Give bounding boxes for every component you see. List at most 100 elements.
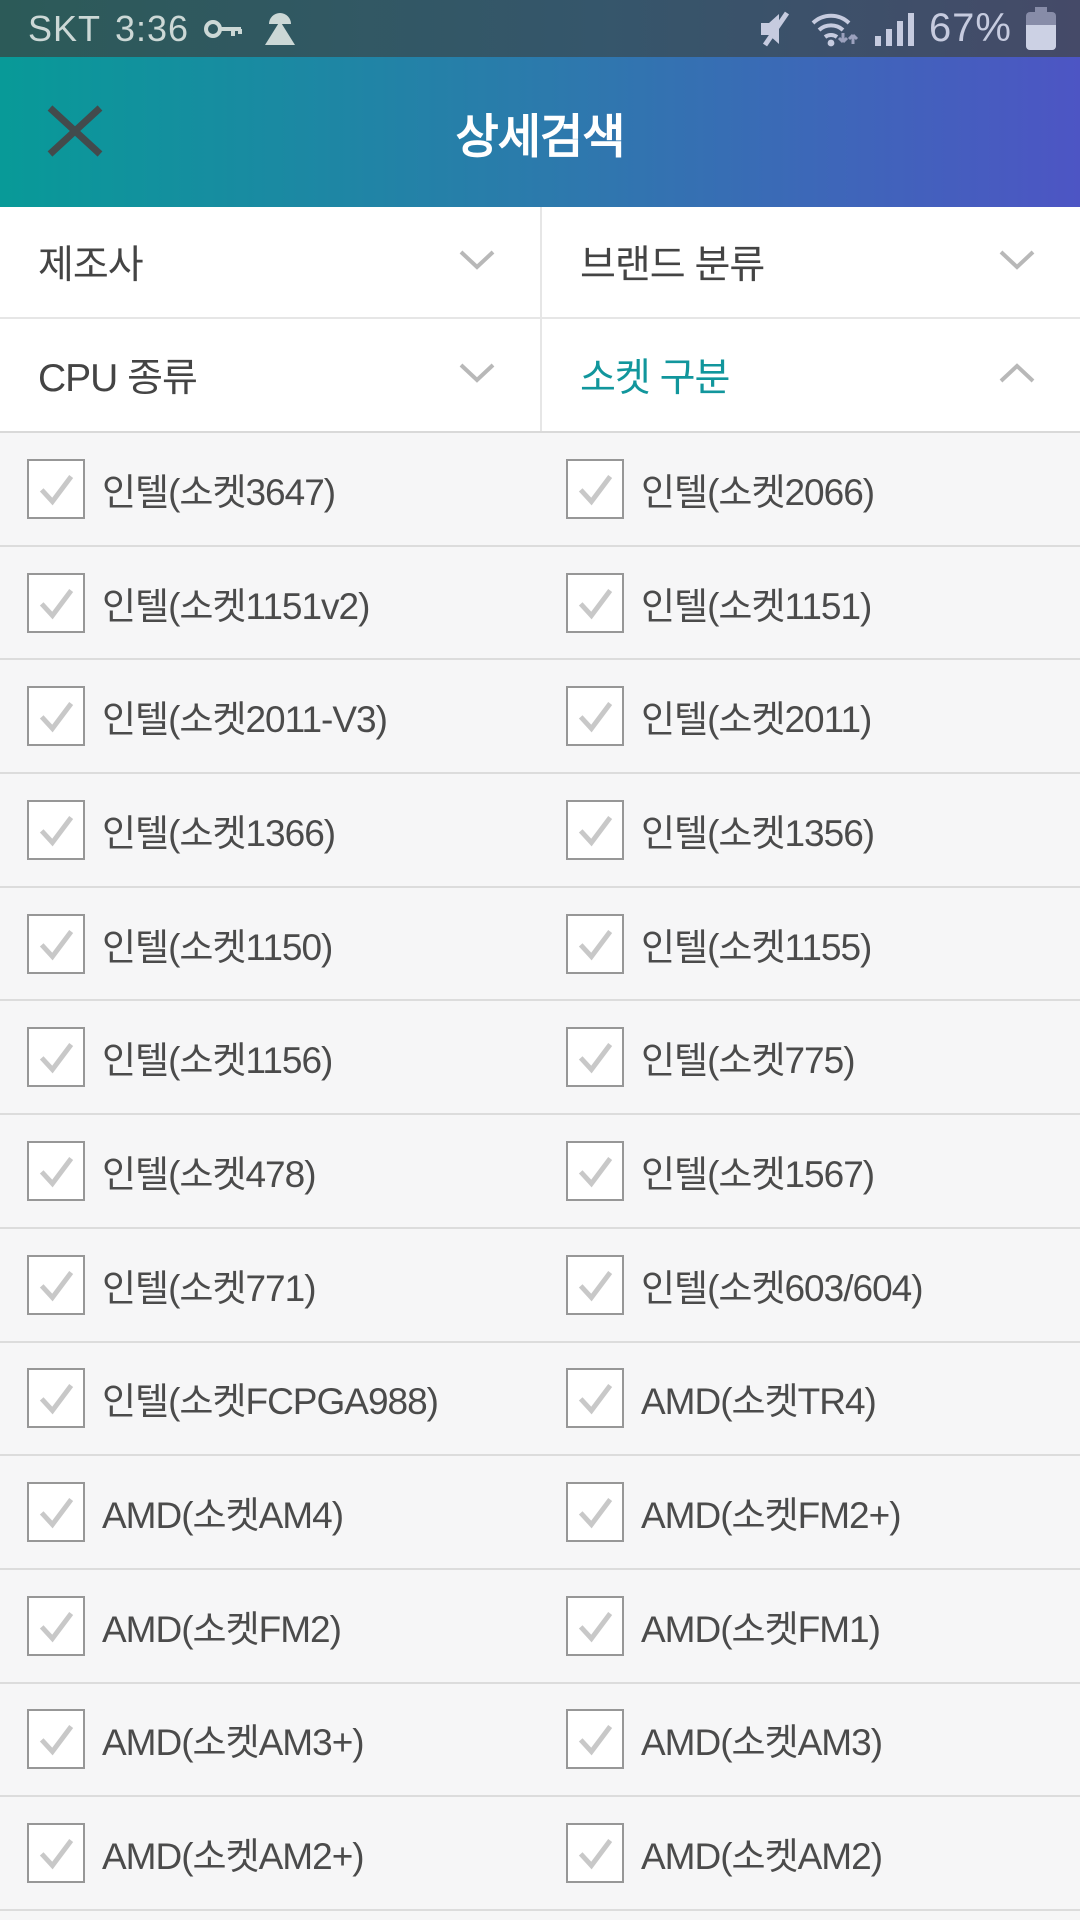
page-title: 상세검색 xyxy=(455,109,626,163)
option-row: 인텔(소켓1156) 인텔(소켓775) xyxy=(0,1001,1080,1116)
checkbox-unchecked[interactable] xyxy=(27,1140,85,1201)
socket-option[interactable]: AMD(소켓FM1) xyxy=(540,1570,1080,1682)
option-row: AMD(소켓AM3+) AMD(소켓AM3) xyxy=(0,1684,1080,1798)
key-icon xyxy=(203,14,245,44)
filter-cell-cpu-type[interactable]: CPU 종류 xyxy=(0,319,540,431)
filter-cell-manufacturer[interactable]: 제조사 xyxy=(0,207,540,319)
option-row: 인텔(소켓3647) 인텔(소켓2066) xyxy=(0,433,1080,547)
socket-option-label: 인텔(소켓775) xyxy=(641,1040,856,1082)
filter-label: 제조사 xyxy=(38,244,144,287)
socket-option-label: AMD(소켓AM3) xyxy=(641,1722,883,1764)
checkbox-unchecked[interactable] xyxy=(566,686,624,747)
option-row: AMD(소켓AM4) AMD(소켓FM2+) xyxy=(0,1456,1080,1570)
option-row: 인텔(소켓2011-V3) 인텔(소켓2011) xyxy=(0,660,1080,775)
socket-option[interactable]: 인텔(소켓1155) xyxy=(540,888,1080,1000)
socket-option[interactable]: 인텔(소켓3647) xyxy=(0,433,540,545)
chevron-up-icon xyxy=(998,362,1036,389)
socket-option-label: 인텔(소켓2066) xyxy=(641,471,875,513)
socket-option[interactable]: 인텔(소켓1150) xyxy=(0,888,540,1000)
close-button[interactable] xyxy=(40,100,110,164)
socket-option[interactable]: AMD(소켓AM4) xyxy=(0,1456,540,1568)
socket-option[interactable]: 인텔(소켓2011) xyxy=(540,660,1080,772)
checkbox-unchecked[interactable] xyxy=(566,572,624,633)
checkbox-unchecked[interactable] xyxy=(566,1482,624,1543)
option-row: AMD(소켓AM2+) AMD(소켓AM2) xyxy=(0,1797,1080,1911)
socket-option-label: AMD(소켓AM2) xyxy=(641,1836,883,1878)
socket-option[interactable]: 인텔(소켓FCPGA988) xyxy=(0,1343,540,1455)
socket-option[interactable]: 인텔(소켓603/604) xyxy=(540,1229,1080,1341)
socket-option[interactable]: 인텔(소켓1366) xyxy=(0,774,540,886)
socket-option-label: 인텔(소켓2011) xyxy=(641,699,872,741)
socket-option-label: 인텔(소켓1151) xyxy=(641,585,872,627)
checkbox-unchecked[interactable] xyxy=(566,1027,624,1088)
filter-label: 소켓 구분 xyxy=(580,357,730,400)
socket-option[interactable]: 인텔(소켓478) xyxy=(0,1115,540,1227)
checkbox-unchecked[interactable] xyxy=(27,458,85,519)
socket-option[interactable]: 인텔(소켓2066) xyxy=(540,433,1080,545)
battery-icon xyxy=(1024,6,1058,52)
option-row: 인텔(소켓FCPGA988) AMD(소켓TR4) xyxy=(0,1343,1080,1457)
option-row: 인텔(소켓1151v2) 인텔(소켓1151) xyxy=(0,547,1080,661)
option-row: AMD(소켓FM2) AMD(소켓FM1) xyxy=(0,1570,1080,1684)
checkbox-unchecked[interactable] xyxy=(27,1254,85,1315)
checkbox-unchecked[interactable] xyxy=(27,1709,85,1770)
socket-option[interactable]: 인텔(소켓1151v2) xyxy=(0,547,540,659)
checkbox-unchecked[interactable] xyxy=(27,1482,85,1543)
socket-option[interactable]: AMD(소켓TR4) xyxy=(540,1343,1080,1455)
socket-option-label: 인텔(소켓1356) xyxy=(641,812,875,854)
checkbox-unchecked[interactable] xyxy=(566,1709,624,1770)
filter-cell-socket-type[interactable]: 소켓 구분 xyxy=(540,319,1080,431)
checkbox-unchecked[interactable] xyxy=(27,1823,85,1884)
status-bar: SKT 3:36 xyxy=(0,0,1080,57)
checkbox-unchecked[interactable] xyxy=(27,913,85,974)
socket-option-label: AMD(소켓TR4) xyxy=(641,1381,877,1423)
socket-option[interactable]: 인텔(소켓1356) xyxy=(540,774,1080,886)
socket-option-label: AMD(소켓AM4) xyxy=(102,1495,344,1537)
checkbox-unchecked[interactable] xyxy=(27,1595,85,1656)
checkbox-unchecked[interactable] xyxy=(27,686,85,747)
socket-option[interactable]: 인텔(소켓771) xyxy=(0,1229,540,1341)
socket-option[interactable]: AMD(소켓AM3) xyxy=(540,1684,1080,1796)
checkbox-unchecked[interactable] xyxy=(566,1595,624,1656)
socket-option[interactable]: 인텔(소켓1156) xyxy=(0,1001,540,1113)
filter-dropdown-grid: 제조사 브랜드 분류 CPU 종류 소켓 구분 xyxy=(0,207,1080,433)
socket-option[interactable]: AMD(소켓AM3+) xyxy=(0,1684,540,1796)
socket-option[interactable]: 인텔(소켓1151) xyxy=(540,547,1080,659)
checkbox-unchecked[interactable] xyxy=(566,458,624,519)
socket-option-label: 인텔(소켓1156) xyxy=(102,1040,333,1082)
socket-option-label: AMD(소켓AM2+) xyxy=(102,1836,365,1878)
checkbox-unchecked[interactable] xyxy=(27,1368,85,1429)
socket-option-label: 인텔(소켓478) xyxy=(102,1153,317,1195)
close-icon xyxy=(46,104,104,160)
socket-option[interactable]: 인텔(소켓1567) xyxy=(540,1115,1080,1227)
checkbox-unchecked[interactable] xyxy=(566,913,624,974)
socket-option[interactable]: AMD(소켓AM2+) xyxy=(0,1797,540,1909)
mute-icon xyxy=(757,10,797,48)
checkbox-unchecked[interactable] xyxy=(566,1368,624,1429)
checkbox-unchecked[interactable] xyxy=(27,572,85,633)
socket-option-label: AMD(소켓FM2) xyxy=(102,1608,342,1650)
checkbox-unchecked[interactable] xyxy=(27,799,85,860)
filter-cell-brand-class[interactable]: 브랜드 분류 xyxy=(540,207,1080,319)
checkbox-unchecked[interactable] xyxy=(27,1027,85,1088)
checkbox-unchecked[interactable] xyxy=(566,1823,624,1884)
socket-option-label: 인텔(소켓603/604) xyxy=(641,1267,924,1309)
option-row: 인텔(소켓1366) 인텔(소켓1356) xyxy=(0,774,1080,888)
socket-option-label: 인텔(소켓2011-V3) xyxy=(102,699,388,741)
clock: 3:36 xyxy=(115,7,190,49)
checkbox-unchecked[interactable] xyxy=(566,1140,624,1201)
option-row: 인텔(소켓1150) 인텔(소켓1155) xyxy=(0,888,1080,1002)
filter-label: CPU 종류 xyxy=(38,357,198,400)
socket-option[interactable]: 인텔(소켓775) xyxy=(540,1001,1080,1113)
socket-option[interactable]: AMD(소켓FM2+) xyxy=(540,1456,1080,1568)
socket-option[interactable]: AMD(소켓FM2) xyxy=(0,1570,540,1682)
option-row: 인텔(소켓478) 인텔(소켓1567) xyxy=(0,1115,1080,1229)
socket-option-label: 인텔(소켓1150) xyxy=(102,926,333,968)
socket-option[interactable]: 인텔(소켓2011-V3) xyxy=(0,660,540,772)
socket-option[interactable]: AMD(소켓AM2) xyxy=(540,1797,1080,1909)
checkbox-unchecked[interactable] xyxy=(566,1254,624,1315)
chevron-down-icon xyxy=(998,249,1036,276)
checkbox-unchecked[interactable] xyxy=(566,799,624,860)
mountain-icon xyxy=(259,11,301,47)
socket-option-label: AMD(소켓FM2+) xyxy=(641,1495,902,1537)
